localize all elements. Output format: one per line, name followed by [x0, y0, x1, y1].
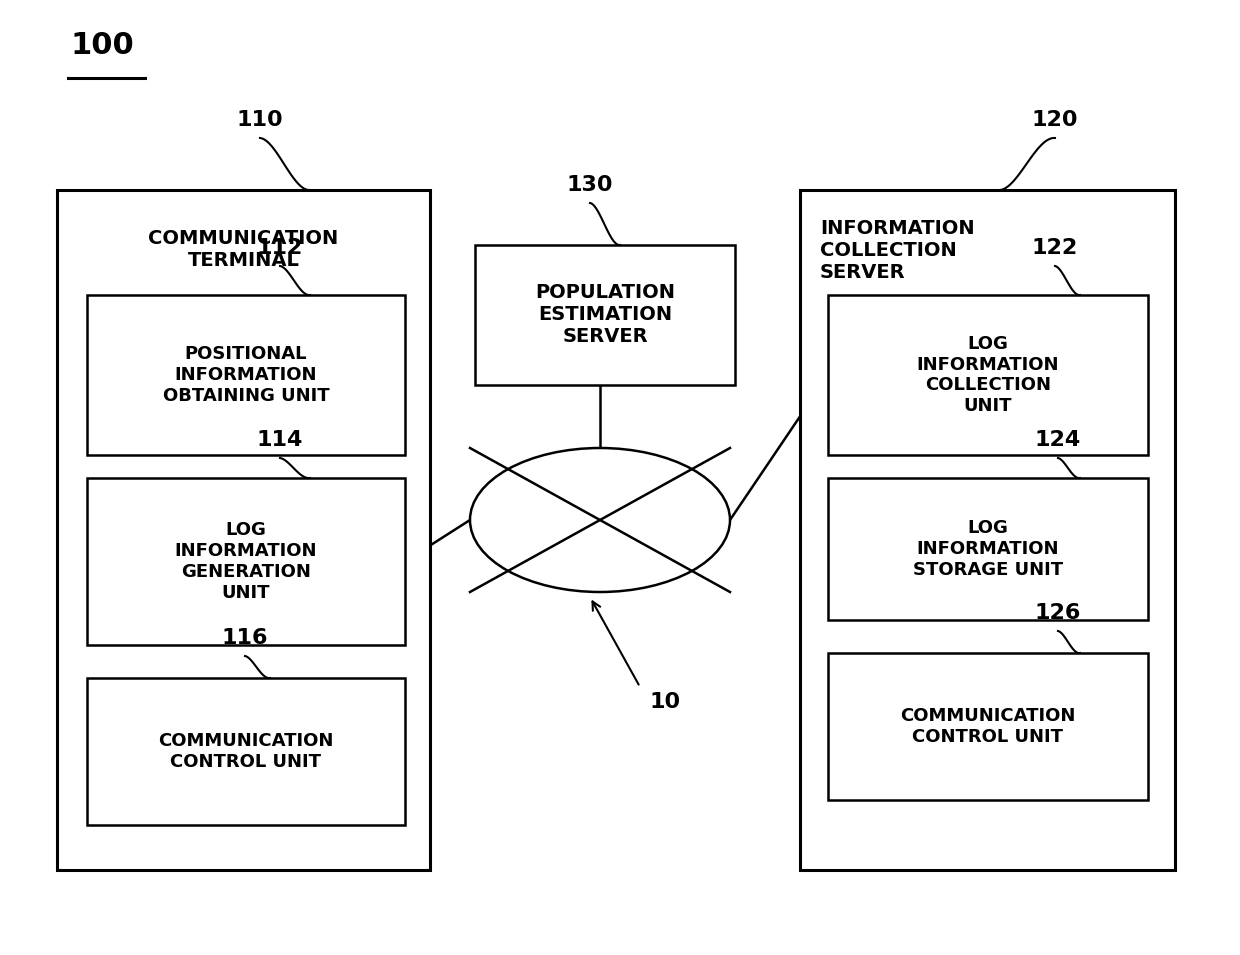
Text: 10: 10: [650, 692, 681, 712]
Text: 122: 122: [1032, 238, 1078, 258]
Text: 110: 110: [237, 110, 283, 130]
Text: 124: 124: [1035, 430, 1081, 450]
FancyBboxPatch shape: [800, 190, 1176, 870]
Text: 100: 100: [69, 31, 134, 60]
Text: LOG
INFORMATION
STORAGE UNIT: LOG INFORMATION STORAGE UNIT: [913, 520, 1063, 579]
Text: 112: 112: [257, 238, 304, 258]
FancyBboxPatch shape: [87, 295, 405, 455]
Text: LOG
INFORMATION
COLLECTION
UNIT: LOG INFORMATION COLLECTION UNIT: [916, 335, 1059, 415]
FancyBboxPatch shape: [828, 295, 1148, 455]
FancyBboxPatch shape: [57, 190, 430, 870]
Text: POSITIONAL
INFORMATION
OBTAINING UNIT: POSITIONAL INFORMATION OBTAINING UNIT: [162, 345, 330, 405]
FancyBboxPatch shape: [475, 245, 735, 385]
FancyBboxPatch shape: [828, 653, 1148, 800]
Text: POPULATION
ESTIMATION
SERVER: POPULATION ESTIMATION SERVER: [534, 284, 675, 347]
Text: COMMUNICATION
TERMINAL: COMMUNICATION TERMINAL: [149, 229, 339, 270]
Text: INFORMATION
COLLECTION
SERVER: INFORMATION COLLECTION SERVER: [820, 219, 975, 282]
Text: COMMUNICATION
CONTROL UNIT: COMMUNICATION CONTROL UNIT: [900, 707, 1075, 746]
Text: LOG
INFORMATION
GENERATION
UNIT: LOG INFORMATION GENERATION UNIT: [175, 521, 317, 602]
Text: 130: 130: [567, 175, 614, 195]
FancyBboxPatch shape: [87, 678, 405, 825]
FancyBboxPatch shape: [87, 478, 405, 645]
Ellipse shape: [470, 448, 730, 592]
Text: 120: 120: [1032, 110, 1079, 130]
Text: 126: 126: [1035, 603, 1081, 623]
Text: COMMUNICATION
CONTROL UNIT: COMMUNICATION CONTROL UNIT: [159, 732, 334, 771]
FancyBboxPatch shape: [828, 478, 1148, 620]
Text: 114: 114: [257, 430, 304, 450]
Text: 116: 116: [222, 628, 268, 648]
